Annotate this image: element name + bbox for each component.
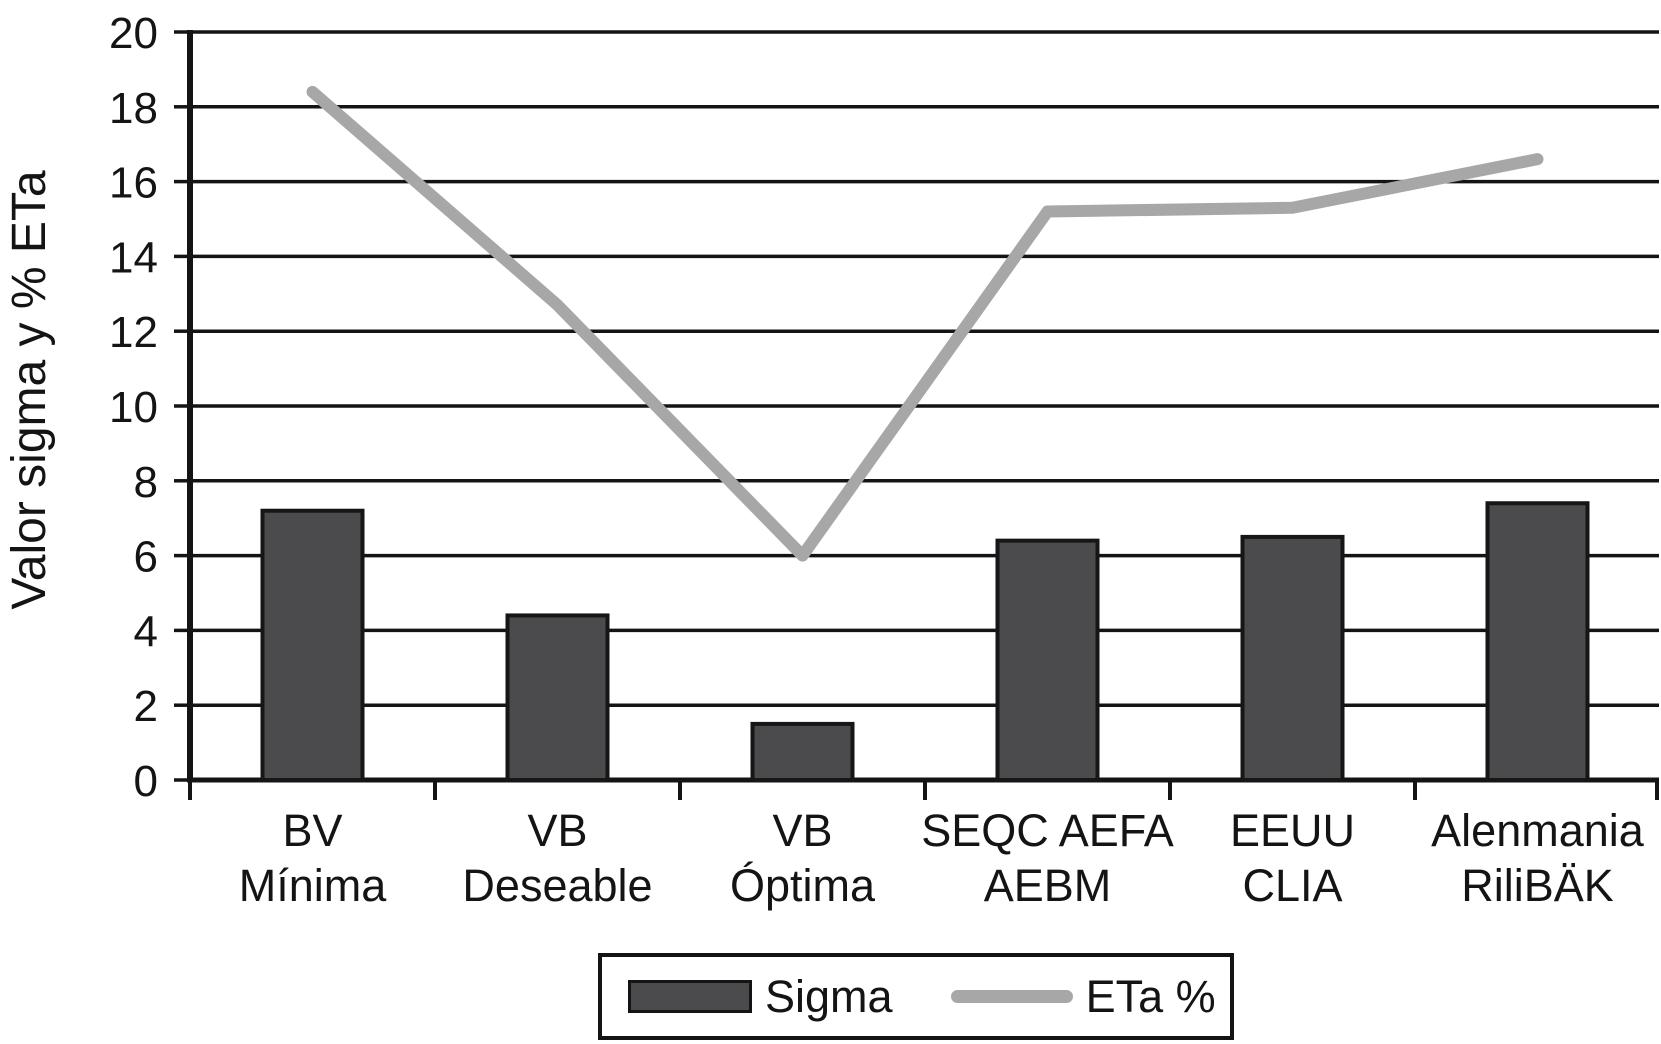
- legend-eta-label: ETa %: [1085, 970, 1216, 1022]
- legend-sigma-swatch: [628, 980, 752, 1013]
- y-tick-label-14: 14: [109, 233, 158, 282]
- x-label-0-line-2: Mínima: [239, 860, 387, 911]
- legend-sigma-label: Sigma: [765, 970, 893, 1022]
- x-label-5-line-1: Alenmania: [1431, 805, 1645, 856]
- y-tick-label-6: 6: [134, 533, 158, 582]
- y-tick-label-16: 16: [109, 159, 158, 208]
- x-label-4-line-1: EEUU: [1230, 805, 1355, 856]
- x-label-3-line-2: AEBM: [984, 860, 1112, 911]
- y-tick-label-18: 18: [109, 84, 158, 133]
- x-label-1-line-1: VB: [527, 805, 587, 856]
- y-tick-label-10: 10: [109, 383, 158, 432]
- eta-line: [306, 85, 1544, 562]
- x-label-1-line-2: Deseable: [462, 860, 652, 911]
- y-tick-label-0: 0: [134, 757, 158, 806]
- x-label-2-line-2: Óptima: [730, 860, 876, 911]
- bar-sigma-5: [1485, 501, 1590, 782]
- x-label-2-line-1: VB: [772, 805, 832, 856]
- bar-sigma-4: [1240, 534, 1345, 783]
- y-tick-label-12: 12: [109, 308, 158, 357]
- legend: Sigma ETa %: [598, 953, 1234, 1040]
- y-tick-label-2: 2: [134, 682, 158, 731]
- bar-sigma-2: [750, 721, 855, 783]
- y-tick-label-8: 8: [134, 458, 158, 507]
- y-tick-label-20: 20: [109, 9, 158, 58]
- bar-sigma-0: [260, 508, 365, 782]
- x-label-4-line-2: CLIA: [1242, 860, 1342, 911]
- bar-sigma-3: [995, 538, 1100, 783]
- legend-eta-line-swatch: [950, 990, 1073, 1003]
- y-tick-label-4: 4: [134, 607, 158, 656]
- x-label-3-line-1: SEQC AEFA: [921, 805, 1174, 856]
- x-label-0-line-1: BV: [282, 805, 342, 856]
- x-label-5-line-2: RiliBÄK: [1461, 860, 1614, 911]
- bar-sigma-1: [505, 613, 610, 782]
- y-axis-title: Valor sigma y % ETa: [3, 170, 56, 610]
